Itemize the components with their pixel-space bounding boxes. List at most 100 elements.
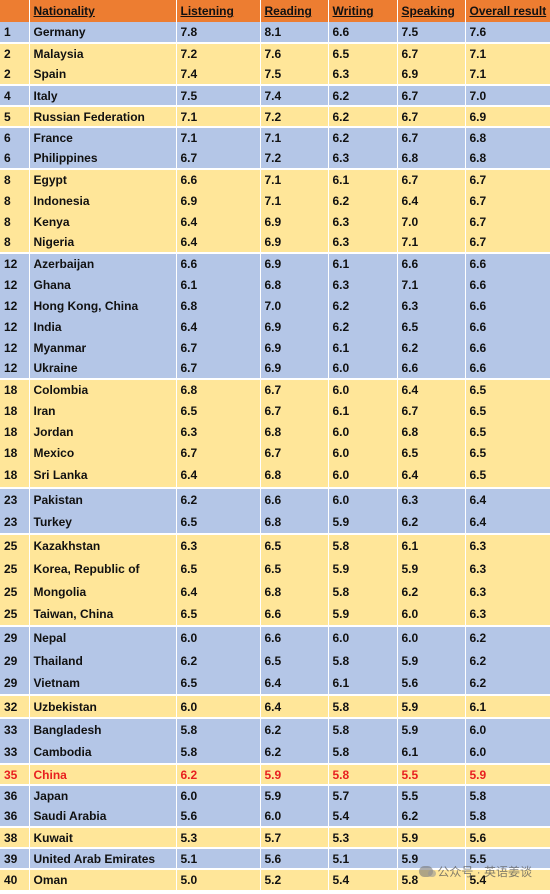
cell-speaking: 6.4	[397, 190, 466, 211]
cell-speaking: 6.0	[397, 603, 466, 626]
cell-nationality: Mexico	[29, 442, 177, 463]
cell-nationality: Philippines	[29, 148, 177, 169]
cell-overall: 6.5	[465, 400, 550, 421]
table-row: 12 Azerbaijan 6.6 6.9 6.1 6.6 6.6	[0, 252, 550, 274]
cell-reading: 8.1	[260, 22, 329, 43]
cell-nationality: Colombia	[29, 378, 177, 400]
cell-reading: 6.2	[260, 717, 329, 741]
table-row: 38 Kuwait 5.3 5.7 5.3 5.9 5.6	[0, 826, 550, 848]
cell-overall: 6.6	[465, 316, 550, 337]
cell-nationality: Uzbekistan	[29, 694, 177, 718]
cell-listening: 6.2	[176, 649, 261, 672]
cell-listening: 6.7	[176, 148, 261, 169]
cell-writing: 5.7	[328, 784, 398, 806]
cell-nationality: Mongolia	[29, 580, 177, 603]
cell-rank: 18	[0, 378, 30, 400]
cell-writing: 5.8	[328, 580, 398, 603]
table-row: 8 Egypt 6.6 7.1 6.1 6.7 6.7	[0, 168, 550, 190]
cell-reading: 6.8	[260, 274, 329, 295]
table-row: 1 Germany 7.8 8.1 6.6 7.5 7.6	[0, 22, 550, 43]
cell-speaking: 6.0	[397, 625, 466, 649]
cell-writing: 6.0	[328, 625, 398, 649]
cell-speaking: 6.5	[397, 442, 466, 463]
table-row: 8 Indonesia 6.9 7.1 6.2 6.4 6.7	[0, 190, 550, 211]
cell-overall: 6.3	[465, 533, 550, 557]
cell-rank: 2	[0, 64, 30, 85]
cell-listening: 5.3	[176, 826, 261, 848]
cell-listening: 6.6	[176, 252, 261, 274]
cell-rank: 36	[0, 784, 30, 806]
cell-rank: 18	[0, 442, 30, 463]
cell-listening: 6.0	[176, 694, 261, 718]
cell-speaking: 5.9	[397, 557, 466, 580]
cell-rank: 32	[0, 694, 30, 718]
cell-nationality: Egypt	[29, 168, 177, 190]
cell-reading: 7.1	[260, 126, 329, 148]
cell-nationality: Iran	[29, 400, 177, 421]
cell-rank: 12	[0, 316, 30, 337]
cell-rank: 8	[0, 168, 30, 190]
table-row: 29 Vietnam 6.5 6.4 6.1 5.6 6.2	[0, 672, 550, 695]
cell-nationality: Spain	[29, 64, 177, 85]
cell-writing: 5.8	[328, 717, 398, 741]
cell-speaking: 6.1	[397, 533, 466, 557]
table-row: 12 Ghana 6.1 6.8 6.3 7.1 6.6	[0, 274, 550, 295]
cell-listening: 6.2	[176, 763, 261, 785]
cell-overall: 6.7	[465, 211, 550, 232]
cell-overall: 6.8	[465, 148, 550, 169]
cell-nationality: Vietnam	[29, 672, 177, 695]
table-row: 33 Bangladesh 5.8 6.2 5.8 5.9 6.0	[0, 717, 550, 741]
cell-reading: 6.8	[260, 511, 329, 534]
cell-nationality: Indonesia	[29, 190, 177, 211]
cell-speaking: 5.5	[397, 784, 466, 806]
cell-reading: 5.7	[260, 826, 329, 848]
cell-overall: 6.7	[465, 190, 550, 211]
cell-reading: 6.8	[260, 463, 329, 488]
cell-speaking: 6.7	[397, 42, 466, 64]
cell-writing: 5.8	[328, 533, 398, 557]
cell-rank: 35	[0, 763, 30, 785]
cell-speaking: 6.4	[397, 378, 466, 400]
cell-overall: 5.8	[465, 784, 550, 806]
cell-listening: 6.4	[176, 580, 261, 603]
cell-writing: 6.0	[328, 487, 398, 511]
cell-listening: 7.8	[176, 22, 261, 43]
cell-nationality: Ghana	[29, 274, 177, 295]
cell-reading: 6.6	[260, 603, 329, 626]
cell-listening: 5.6	[176, 806, 261, 827]
cell-writing: 5.4	[328, 868, 398, 890]
cell-listening: 6.6	[176, 168, 261, 190]
cell-listening: 5.8	[176, 717, 261, 741]
cell-rank: 18	[0, 400, 30, 421]
table-row: 36 Saudi Arabia 5.6 6.0 5.4 6.2 5.8	[0, 806, 550, 827]
cell-speaking: 5.9	[397, 694, 466, 718]
cell-writing: 5.8	[328, 694, 398, 718]
cell-nationality: Hong Kong, China	[29, 295, 177, 316]
cell-overall: 7.1	[465, 42, 550, 64]
cell-overall: 5.6	[465, 826, 550, 848]
cell-speaking: 6.2	[397, 580, 466, 603]
cell-speaking: 6.7	[397, 168, 466, 190]
cell-overall: 6.6	[465, 252, 550, 274]
cell-reading: 7.2	[260, 105, 329, 127]
cell-reading: 6.9	[260, 337, 329, 358]
cell-writing: 5.1	[328, 847, 398, 869]
cell-nationality: Jordan	[29, 421, 177, 442]
table-row: 6 France 7.1 7.1 6.2 6.7 6.8	[0, 126, 550, 148]
table-body: 1 Germany 7.8 8.1 6.6 7.5 7.6 2 Malaysia 7.2 7.6 6.…	[0, 22, 550, 890]
cell-rank: 12	[0, 252, 30, 274]
cell-reading: 6.9	[260, 232, 329, 253]
cell-rank: 25	[0, 603, 30, 626]
table-row: 6 Philippines 6.7 7.2 6.3 6.8 6.8	[0, 148, 550, 169]
cell-overall: 5.9	[465, 763, 550, 785]
table-row: 29 Thailand 6.2 6.5 5.8 5.9 6.2	[0, 649, 550, 672]
cell-listening: 7.1	[176, 126, 261, 148]
cell-nationality: Oman	[29, 868, 177, 890]
cell-writing: 6.2	[328, 295, 398, 316]
cell-overall: 6.5	[465, 378, 550, 400]
cell-writing: 6.6	[328, 22, 398, 43]
cell-listening: 5.8	[176, 741, 261, 764]
cell-speaking: 6.1	[397, 741, 466, 764]
cell-overall: 6.2	[465, 672, 550, 695]
table-row: 36 Japan 6.0 5.9 5.7 5.5 5.8	[0, 784, 550, 806]
